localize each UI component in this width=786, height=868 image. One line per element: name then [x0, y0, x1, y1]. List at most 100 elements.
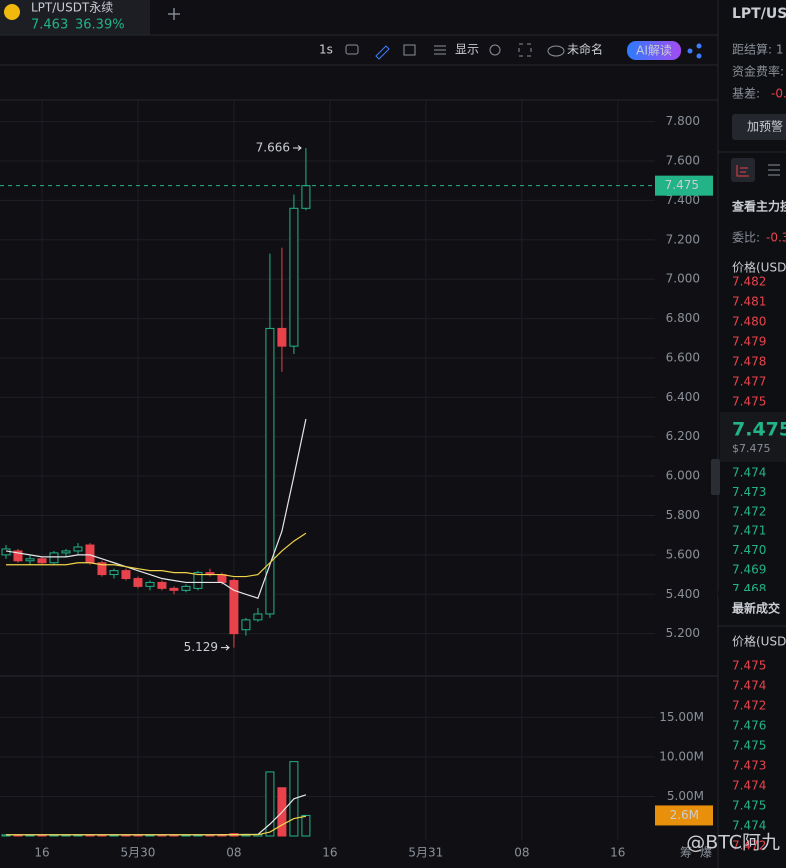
- settings-icon[interactable]: [489, 44, 501, 56]
- cloud-icon[interactable]: [547, 45, 565, 57]
- ask-price: 7.481: [732, 295, 766, 309]
- candle-body: [301, 185, 311, 209]
- footer-tag: 爆: [700, 846, 712, 860]
- tab-symbol: LPT/USDT永续: [31, 1, 113, 15]
- y-tick-label: 5.400: [666, 587, 700, 601]
- x-tick-label: 16: [34, 846, 49, 860]
- ai-button[interactable]: [627, 41, 681, 60]
- trade-price: 7.475: [732, 739, 766, 753]
- candle-body: [49, 552, 59, 564]
- candle-body: [13, 550, 23, 562]
- candle-body: [229, 579, 239, 635]
- trade-price: 7.474: [732, 819, 766, 833]
- draw-icon[interactable]: [375, 45, 390, 60]
- fullscreen-icon[interactable]: [518, 43, 532, 57]
- candle-body: [241, 619, 251, 631]
- coin-icon: [4, 4, 20, 20]
- bid-price: 7.471: [732, 524, 766, 538]
- alert-button[interactable]: [732, 114, 786, 140]
- low-marker: 5.129: [184, 640, 218, 654]
- y-tick-label: 7.000: [666, 272, 700, 286]
- book-header: 价格(USD: [732, 260, 786, 275]
- candle-body: [61, 550, 71, 554]
- last-price-box: [720, 412, 786, 462]
- marker-arrow: [293, 145, 302, 151]
- x-tick-label: 5月30: [121, 846, 156, 860]
- candle-body: [169, 587, 179, 591]
- last-price-usd: $7.475: [732, 442, 771, 455]
- candle-body: [157, 581, 167, 589]
- ask-price: 7.477: [732, 375, 766, 389]
- y-tick-label: 7.200: [666, 232, 700, 246]
- share-icon[interactable]: [687, 43, 702, 59]
- y-tick-label: 7.400: [666, 193, 700, 207]
- trade-price: 7.475: [732, 659, 766, 673]
- ask-price: 7.482: [732, 275, 766, 289]
- ask-price: 7.480: [732, 315, 766, 329]
- volume-tag-label: 2.6M: [670, 808, 699, 822]
- interval[interactable]: 1s: [319, 43, 333, 57]
- bid-price: 7.474: [732, 466, 766, 480]
- ask-price: 7.479: [732, 335, 766, 349]
- volume-tag: [655, 805, 713, 826]
- candle-body: [25, 558, 35, 562]
- candle-body: [217, 574, 227, 583]
- collapse-handle[interactable]: [711, 459, 720, 495]
- basis: -0.: [771, 87, 786, 101]
- y-tick-label: 5.800: [666, 508, 700, 522]
- y-tick-label: 6.800: [666, 311, 700, 325]
- funding: 资金费率:: [732, 64, 784, 79]
- candle-body: [37, 558, 47, 564]
- y-tick-label: 6.600: [666, 350, 700, 364]
- y-tick-label: 7.800: [666, 114, 700, 128]
- volume-tick-label: 10.00M: [659, 749, 704, 763]
- list-icon[interactable]: [434, 45, 446, 55]
- layout-name[interactable]: 未命名: [567, 42, 603, 57]
- trade-price: 7.474: [732, 779, 766, 793]
- tab-price: 7.463: [31, 18, 68, 33]
- trades-header: 价格(USDT: [732, 634, 786, 649]
- x-tick-label: 08: [226, 846, 241, 860]
- candle-body: [277, 327, 287, 347]
- y-tick-label: 6.200: [666, 429, 700, 443]
- volume-tick-label: 5.00M: [667, 789, 704, 803]
- candle-body: [145, 581, 155, 587]
- candle-body: [193, 572, 203, 589]
- ratio-label: 委比:: [732, 231, 760, 245]
- trade-price: 7.472: [732, 839, 766, 853]
- settle: 距结算: 1: [732, 42, 784, 57]
- ma-line: [5, 532, 307, 578]
- list-view-button[interactable]: [768, 164, 780, 176]
- candle-body: [265, 327, 275, 615]
- bid-price: 7.470: [732, 543, 766, 557]
- tab[interactable]: [0, 0, 150, 35]
- select-icon[interactable]: [403, 44, 416, 56]
- candle-body: [181, 585, 191, 591]
- bid-price: 7.472: [732, 504, 766, 518]
- y-tick-label: 6.000: [666, 469, 700, 483]
- high-marker: 7.666: [256, 141, 290, 155]
- candle-body: [133, 578, 143, 587]
- candle-body: [109, 570, 119, 576]
- trade-price: 7.473: [732, 759, 766, 773]
- add-tab[interactable]: [168, 8, 180, 20]
- camera-icon[interactable]: [345, 44, 359, 55]
- trade-price: 7.475: [732, 799, 766, 813]
- y-tick-label: 5.200: [666, 626, 700, 640]
- display-button[interactable]: 显示: [455, 43, 479, 57]
- whale-link[interactable]: 查看主力挂: [731, 199, 786, 214]
- bid-price: 7.469: [732, 563, 766, 577]
- book-view-button[interactable]: [731, 158, 755, 182]
- ask-price: 7.478: [732, 355, 766, 369]
- y-tick-label: 7.600: [666, 154, 700, 168]
- x-tick-label: 5月31: [408, 846, 443, 860]
- y-tick-label: 5.600: [666, 547, 700, 561]
- last-price: 7.475: [732, 419, 786, 441]
- marker-arrow: [221, 644, 230, 651]
- ai-label: AI解读: [636, 44, 672, 58]
- basis-label: 基差:: [732, 87, 760, 101]
- alert-label: 加预警: [747, 119, 783, 134]
